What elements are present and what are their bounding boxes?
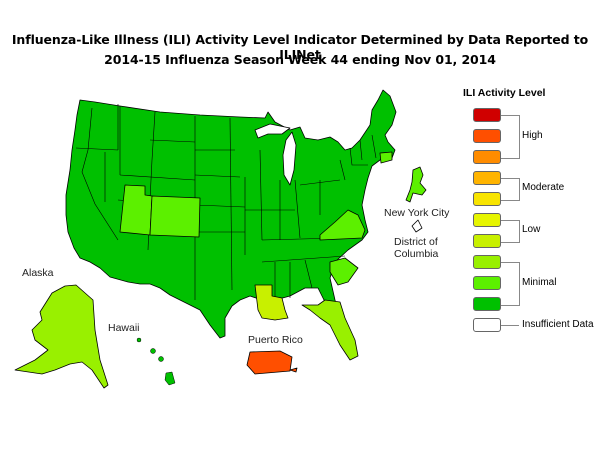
legend-swatch-level-1 <box>473 297 501 311</box>
legend-swatch-level-5 <box>473 213 501 227</box>
label-hawaii: Hawaii <box>108 322 140 334</box>
state-colorado <box>149 195 201 238</box>
label-puerto-rico: Puerto Rico <box>248 334 303 346</box>
map-subtitle: 2014-15 Influenza Season Week 44 ending … <box>104 52 496 67</box>
lake-michigan <box>282 131 297 186</box>
puerto-rico <box>246 350 293 375</box>
state-south-carolina <box>329 257 359 286</box>
state-borders <box>75 104 377 300</box>
state-connecticut <box>379 151 393 164</box>
legend-label-moderate: Moderate <box>522 182 565 193</box>
legend-line-insufficient <box>501 325 519 326</box>
state-hawaii <box>136 337 176 386</box>
legend-label-low: Low <box>522 224 541 235</box>
legend-label-high: High <box>522 130 543 141</box>
lake-superior <box>254 123 291 139</box>
label-nyc: New York City <box>384 207 450 219</box>
legend-label-minimal: Minimal <box>522 277 557 288</box>
label-dc-2: Columbia <box>394 248 439 260</box>
nyc-inset <box>405 166 427 203</box>
legend-title: ILI Activity Level <box>463 87 546 99</box>
legend-swatch-level-10 <box>473 108 501 122</box>
legend-swatch-level-2 <box>473 276 501 290</box>
puerto-rico-island <box>289 367 298 373</box>
legend-bracket-low <box>501 220 520 243</box>
legend-swatch-level-7 <box>473 171 501 185</box>
state-alaska <box>14 284 109 389</box>
legend-bracket-moderate <box>501 178 520 201</box>
legend-swatch-level-9 <box>473 129 501 143</box>
label-dc-1: District of <box>394 236 438 248</box>
legend-swatch-level-6 <box>473 192 501 206</box>
state-florida <box>301 299 359 361</box>
legend-bracket-high <box>501 115 520 159</box>
label-alaska: Alaska <box>22 267 54 279</box>
state-virginia <box>319 209 366 241</box>
state-louisiana <box>254 284 289 321</box>
legend-swatch-insufficient <box>473 318 501 332</box>
dc-inset <box>411 219 423 233</box>
legend-bracket-minimal <box>501 262 520 306</box>
legend-swatch-level-8 <box>473 150 501 164</box>
map-title: Influenza-Like Illness (ILI) Activity Le… <box>11 32 589 62</box>
legend-swatch-level-4 <box>473 234 501 248</box>
legend-swatch-level-3 <box>473 255 501 269</box>
legend-label-insufficient: Insufficient Data <box>522 319 594 330</box>
